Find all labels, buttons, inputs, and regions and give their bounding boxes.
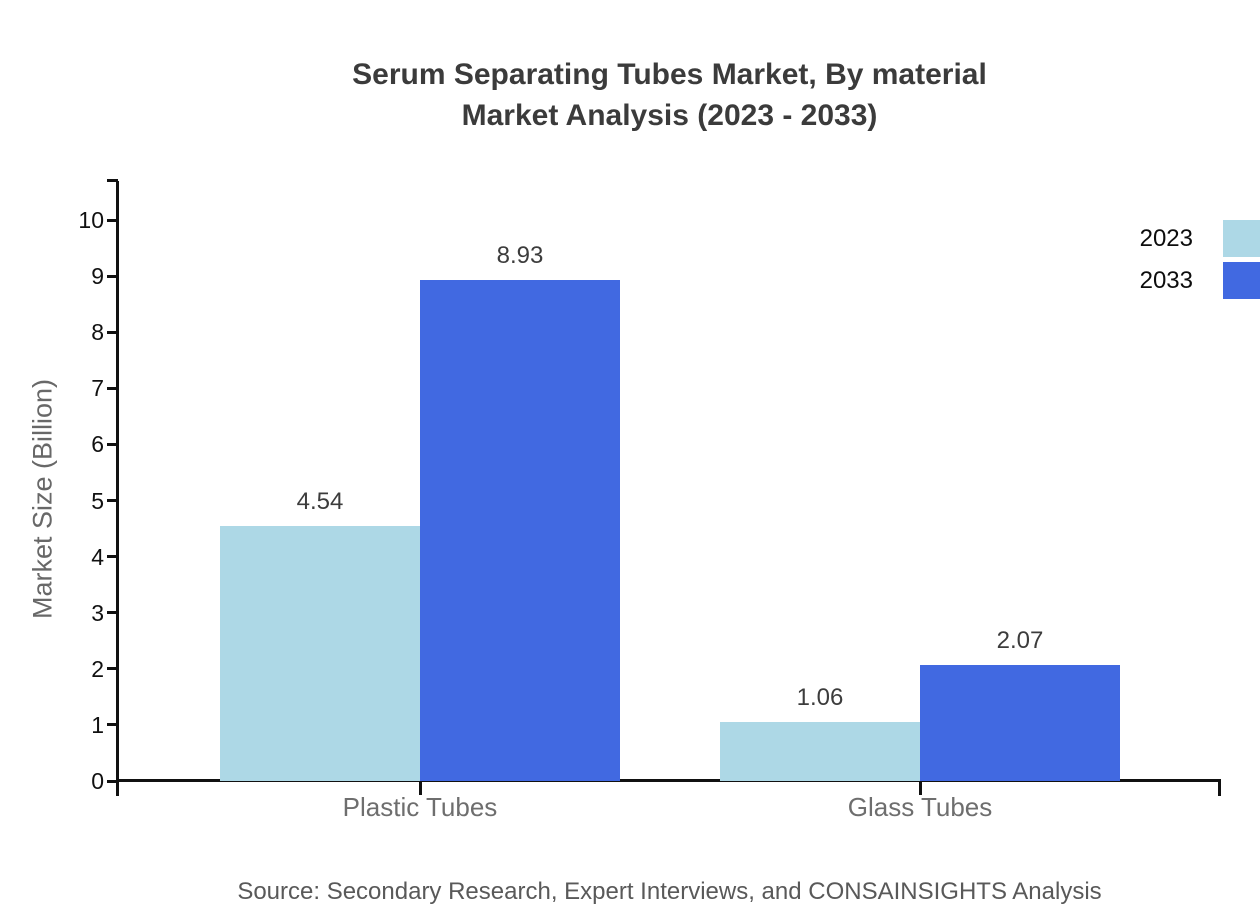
y-axis-tick-label: 8 [91, 319, 104, 346]
y-axis-tick [107, 779, 117, 783]
y-axis-top-cap [107, 179, 118, 182]
x-axis-left-cap [116, 779, 119, 796]
legend-item-2033: 2033 [1113, 262, 1260, 299]
y-axis-tick-label: 5 [91, 487, 104, 514]
x-axis-tick [418, 781, 422, 795]
y-axis-tick [107, 274, 117, 278]
bar-2033-plastic-tubes [420, 280, 620, 781]
y-axis-tick-label: 7 [91, 375, 104, 402]
bar-value-label-2033-glass-tubes: 2.07 [996, 626, 1044, 654]
legend-swatch-2023 [1223, 220, 1260, 257]
source-note: Source: Secondary Research, Expert Inter… [237, 878, 1102, 905]
legend-label-2023: 2023 [1139, 225, 1193, 252]
y-axis-tick-label: 10 [78, 207, 104, 233]
chart-title-line2: Market Analysis (2023 - 2033) [461, 99, 878, 132]
y-axis-tick-label: 1 [91, 711, 104, 738]
y-axis-line [116, 181, 119, 781]
y-axis-tick [107, 499, 117, 502]
y-axis-tick-label: 0 [91, 768, 104, 794]
x-axis-tick [918, 781, 922, 795]
y-axis-tick [107, 723, 117, 727]
y-axis-tick-label: 9 [91, 263, 104, 290]
bar-2023-plastic-tubes [220, 526, 420, 781]
y-axis-tick [107, 218, 117, 222]
y-axis-tick [107, 611, 117, 615]
bar-2023-glass-tubes [720, 721, 920, 781]
y-axis-tick [107, 667, 117, 671]
legend-swatch-2033 [1223, 262, 1260, 299]
bar-value-label-2023-glass-tubes: 1.06 [796, 683, 844, 711]
y-axis-tick [107, 442, 117, 446]
y-axis-tick-label: 3 [91, 599, 104, 626]
legend-label-2033: 2033 [1139, 267, 1193, 294]
legend-item-2023: 2023 [1113, 220, 1260, 257]
bar-value-label-2033-plastic-tubes: 8.93 [496, 242, 544, 270]
bar-2033-glass-tubes [920, 664, 1120, 781]
y-axis-tick [107, 330, 117, 334]
chart-title: Serum Separating Tubes Market, By materi… [118, 54, 1221, 136]
x-axis-category-label-glass-tubes: Glass Tubes [847, 792, 993, 822]
bar-value-label-2023-plastic-tubes: 4.54 [296, 488, 344, 516]
y-axis-tick [107, 386, 117, 390]
x-axis-right-cap [1218, 779, 1221, 796]
y-axis-tick-label: 6 [91, 431, 104, 458]
y-axis-tick-label: 4 [91, 543, 104, 570]
y-axis-tick-label: 2 [91, 655, 104, 682]
y-axis-tick [107, 555, 117, 559]
x-axis-category-label-plastic-tubes: Plastic Tubes [342, 792, 498, 822]
x-axis-line [116, 779, 1221, 782]
chart-title-line1: Serum Separating Tubes Market, By materi… [352, 58, 987, 91]
